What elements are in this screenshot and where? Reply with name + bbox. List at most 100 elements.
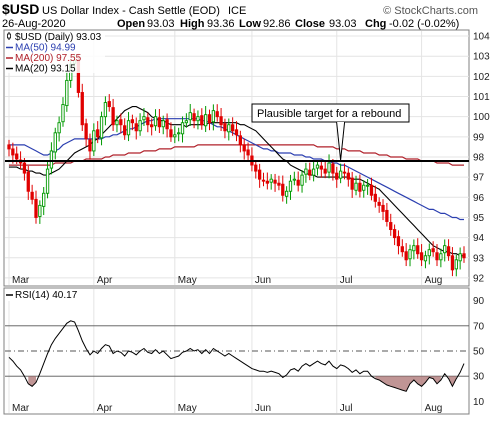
candle	[227, 118, 231, 141]
candle	[273, 173, 277, 192]
candle-body	[443, 245, 447, 254]
candle	[169, 122, 173, 142]
candle	[454, 254, 458, 277]
candle	[446, 239, 451, 261]
candle	[261, 172, 266, 187]
candle	[292, 171, 296, 186]
candle	[304, 162, 308, 183]
candle-body	[311, 168, 316, 176]
candle	[462, 246, 466, 263]
candle	[157, 109, 162, 134]
candle-body	[80, 92, 84, 126]
candle	[177, 127, 181, 142]
candle-body	[369, 184, 374, 196]
month-label: Jun	[255, 275, 271, 286]
candle	[215, 104, 219, 122]
candle-body	[234, 129, 239, 136]
month-label: Jul	[340, 275, 353, 286]
candle-body	[373, 193, 377, 202]
candle	[300, 170, 304, 193]
candle	[207, 109, 212, 131]
candle-body	[65, 79, 69, 107]
candle-body	[400, 246, 404, 253]
rsi-month-label: Mar	[12, 403, 30, 414]
candle	[200, 108, 204, 130]
candle-body	[61, 104, 65, 123]
candle	[423, 250, 428, 269]
candle-body	[342, 171, 347, 174]
candle	[400, 239, 404, 257]
close-label: Close	[295, 18, 325, 30]
candle-body	[103, 102, 108, 118]
rsi-oversold-fill	[28, 376, 457, 392]
candle	[230, 117, 235, 136]
candle-body	[173, 134, 177, 138]
candle	[365, 178, 370, 195]
rsi-month-label: May	[178, 403, 197, 414]
price-tick-label: 96	[473, 193, 485, 204]
candle	[408, 244, 412, 267]
candle	[319, 159, 323, 178]
month-label: Apr	[97, 275, 113, 286]
candle	[7, 139, 11, 157]
candle	[315, 160, 320, 176]
chg-label: Chg	[365, 18, 386, 30]
candle-body	[88, 139, 92, 152]
candle-body	[261, 179, 266, 182]
candle-body	[26, 171, 30, 192]
candle	[342, 163, 347, 180]
candle	[99, 111, 104, 146]
legend-candle-body	[7, 33, 11, 39]
candle	[246, 142, 250, 161]
candle-body	[439, 253, 443, 261]
candle	[134, 117, 138, 140]
price-tick-label: 92	[473, 273, 485, 284]
rsi-oversold-area	[448, 376, 457, 387]
candle-body	[265, 180, 269, 184]
candle	[45, 161, 50, 199]
candle-body	[42, 192, 46, 207]
candle-body	[346, 172, 350, 180]
rsi-oversold-area	[375, 376, 441, 392]
rsi-tick-label: 70	[473, 321, 485, 332]
candle-body	[34, 198, 38, 218]
candle-body	[126, 120, 131, 136]
price-candles	[7, 53, 466, 277]
candle	[92, 123, 96, 156]
candle	[450, 247, 455, 277]
rsi-y-axis: 10 30 50 70 90	[473, 296, 485, 408]
legend-entry: MA(20) 93.15	[15, 64, 76, 75]
candle	[150, 118, 154, 136]
candle	[392, 224, 397, 246]
candle-body	[304, 168, 308, 175]
candle	[412, 239, 416, 260]
candle	[331, 159, 335, 181]
candle-body	[188, 112, 192, 121]
candle	[219, 108, 223, 131]
candle-body	[184, 120, 189, 124]
candle	[338, 163, 343, 184]
candle-body	[284, 190, 289, 197]
candle	[184, 113, 189, 128]
candle	[288, 174, 293, 200]
candle	[308, 162, 312, 181]
candle	[323, 161, 327, 179]
candle	[57, 116, 61, 142]
candle-body	[146, 117, 150, 126]
candle-body	[423, 255, 428, 262]
candle-body	[362, 184, 366, 191]
candle	[443, 239, 447, 262]
candle	[103, 96, 108, 126]
candle	[26, 165, 30, 200]
candle	[223, 118, 227, 139]
candle	[281, 175, 285, 202]
candle	[435, 244, 439, 267]
candle	[257, 163, 262, 188]
candle	[431, 241, 435, 257]
candle-body	[408, 249, 412, 260]
candle-body	[269, 178, 273, 183]
price-tick-label: 95	[473, 213, 485, 224]
candle	[346, 168, 350, 187]
